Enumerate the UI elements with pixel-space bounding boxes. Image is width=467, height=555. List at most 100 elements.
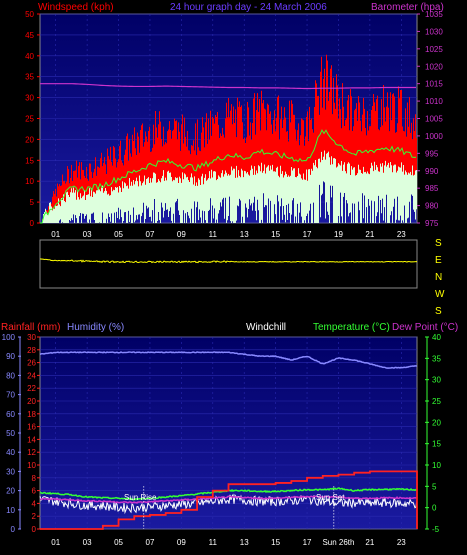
wind-plot-series bbox=[40, 54, 417, 224]
temp-tick-label: 0 bbox=[432, 504, 437, 513]
baro-tick-label: 1020 bbox=[425, 62, 443, 71]
baro-tick-label: 1030 bbox=[425, 27, 443, 36]
rain-tick-label: 14 bbox=[27, 435, 36, 444]
temp-plot-ticks: 0246810121416182022242628300102030405060… bbox=[2, 333, 442, 547]
humidity-tick-label: 50 bbox=[6, 429, 15, 438]
temp-tick-label: 10 bbox=[432, 461, 441, 470]
temp-x-tick-label: 03 bbox=[83, 538, 92, 547]
barometer-axis-label: Barometer (hpa) bbox=[371, 2, 444, 13]
wind-direction-series bbox=[39, 258, 418, 264]
wind-tick-label: 5 bbox=[30, 198, 35, 207]
windchill-series bbox=[39, 493, 418, 515]
temp-tick-label: 15 bbox=[432, 440, 441, 449]
compass-e: E bbox=[435, 255, 442, 266]
temp-x-tick-label: 01 bbox=[51, 538, 60, 547]
wind-tick-label: 20 bbox=[25, 135, 34, 144]
wind-tick-label: 40 bbox=[25, 52, 34, 61]
wind-x-tick-label: 05 bbox=[114, 230, 123, 239]
humidity-tick-label: 10 bbox=[6, 506, 15, 515]
humidity-series bbox=[39, 351, 418, 369]
wind-x-tick-label: 01 bbox=[51, 230, 60, 239]
rainfall-series bbox=[40, 470, 418, 530]
temp-x-tick-label: 09 bbox=[177, 538, 186, 547]
rain-tick-label: 0 bbox=[32, 525, 37, 534]
temp-x-tick-label: 11 bbox=[209, 538, 218, 547]
wind-tick-label: 10 bbox=[25, 177, 34, 186]
baro-tick-label: 985 bbox=[425, 184, 439, 193]
compass-s-top: S bbox=[435, 238, 442, 249]
wind-tick-label: 25 bbox=[25, 115, 34, 124]
rain-tick-label: 24 bbox=[27, 371, 36, 380]
baro-tick-label: 990 bbox=[425, 167, 439, 176]
temp-tick-label: 20 bbox=[432, 418, 441, 427]
temp-tick-label: 35 bbox=[432, 354, 441, 363]
baro-tick-label: 1025 bbox=[425, 45, 443, 54]
rain-tick-label: 30 bbox=[27, 333, 36, 342]
humidity-tick-label: 70 bbox=[6, 391, 15, 400]
humidity-tick-label: 20 bbox=[6, 487, 15, 496]
baro-tick-label: 995 bbox=[425, 149, 439, 158]
sunrise-annotation: Sun Rise bbox=[124, 493, 157, 502]
baro-tick-label: 1015 bbox=[425, 80, 443, 89]
rain-tick-label: 12 bbox=[27, 448, 36, 457]
baro-tick-label: 975 bbox=[425, 219, 439, 228]
humidity-tick-label: 30 bbox=[6, 467, 15, 476]
compass-w: W bbox=[435, 289, 445, 300]
temp-tick-label: 30 bbox=[432, 376, 441, 385]
rain-tick-label: 6 bbox=[32, 487, 37, 496]
temp-tick-label: 5 bbox=[432, 482, 437, 491]
humidity-tick-label: 80 bbox=[6, 371, 15, 380]
temp-tick-label: -5 bbox=[432, 525, 440, 534]
wind-x-tick-label: 17 bbox=[303, 230, 312, 239]
wind-tick-label: 45 bbox=[25, 31, 34, 40]
rain-tick-label: 28 bbox=[27, 346, 36, 355]
wind-x-tick-label: 07 bbox=[146, 230, 155, 239]
rain-tick-label: 16 bbox=[27, 423, 36, 432]
humidity-axis-label: Humidity (%) bbox=[67, 322, 124, 333]
baro-tick-label: 1005 bbox=[425, 115, 443, 124]
dewpoint-axis-label: Dew Point (°C) bbox=[392, 322, 458, 333]
wind-x-tick-label: 23 bbox=[397, 230, 406, 239]
windchill-label: Windchill bbox=[246, 322, 286, 333]
wind-x-tick-label: 09 bbox=[177, 230, 186, 239]
temp-x-tick-label: 21 bbox=[365, 538, 374, 547]
rain-tick-label: 8 bbox=[32, 474, 37, 483]
temp-x-tick-label: 17 bbox=[303, 538, 312, 547]
wind-tick-label: 15 bbox=[25, 156, 34, 165]
humidity-tick-label: 60 bbox=[6, 410, 15, 419]
temp-x-tick-label: 15 bbox=[271, 538, 280, 547]
wind-x-tick-label: 15 bbox=[271, 230, 280, 239]
chart-title: 24 hour graph day - 24 March 2006 bbox=[170, 2, 327, 13]
compass-labels: S E N W S bbox=[435, 238, 445, 317]
direction-plot-series bbox=[39, 258, 418, 264]
wind-tick-label: 50 bbox=[25, 10, 34, 19]
wind-x-tick-label: 03 bbox=[83, 230, 92, 239]
humidity-tick-label: 90 bbox=[6, 352, 15, 361]
temp-x-tick-label: Sun 26th bbox=[322, 538, 354, 547]
windspeed-axis-label: Windspeed (kph) bbox=[38, 2, 114, 13]
baro-tick-label: 1010 bbox=[425, 97, 443, 106]
humidity-tick-label: 40 bbox=[6, 448, 15, 457]
temp-x-tick-label: 23 bbox=[397, 538, 406, 547]
humidity-tick-label: 0 bbox=[11, 525, 16, 534]
rain-tick-label: 18 bbox=[27, 410, 36, 419]
windspeed-average-series bbox=[40, 129, 417, 224]
temp-tick-label: 40 bbox=[432, 333, 441, 342]
baro-tick-label: 1000 bbox=[425, 132, 443, 141]
wind-tick-label: 0 bbox=[30, 219, 35, 228]
barometer-series bbox=[40, 83, 416, 90]
temp-x-tick-label: 13 bbox=[240, 538, 249, 547]
rain-tick-label: 4 bbox=[32, 499, 37, 508]
rain-tick-label: 26 bbox=[27, 359, 36, 368]
temp-plot-area bbox=[39, 336, 418, 530]
wind-x-tick-label: 13 bbox=[240, 230, 249, 239]
sunset-annotation: Sun Set bbox=[316, 493, 345, 502]
baro-tick-label: 1035 bbox=[425, 10, 443, 19]
compass-n: N bbox=[435, 272, 442, 283]
dewpoint-series bbox=[39, 495, 418, 504]
wind-x-tick-label: 19 bbox=[334, 230, 343, 239]
temp-plot-series bbox=[39, 351, 418, 530]
rain-tick-label: 20 bbox=[27, 397, 36, 406]
rain-tick-label: 10 bbox=[27, 461, 36, 470]
